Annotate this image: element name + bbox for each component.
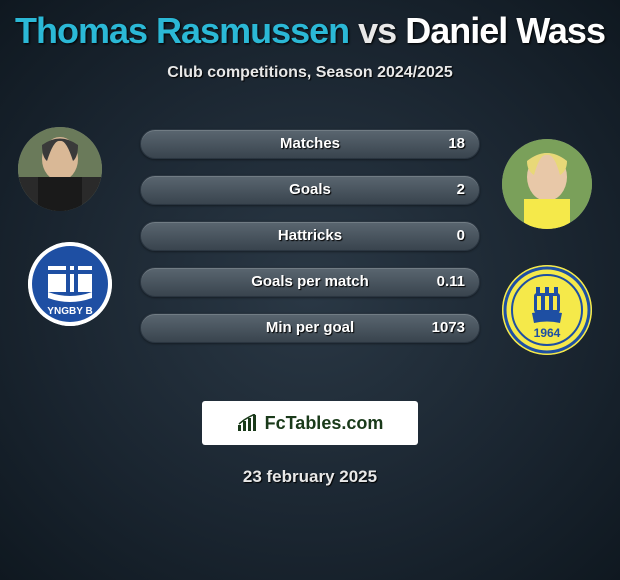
stat-label: Min per goal — [141, 314, 479, 342]
brand-box[interactable]: FcTables.com — [202, 401, 418, 445]
stat-label: Hattricks — [141, 222, 479, 250]
player2-avatar — [502, 139, 592, 229]
stat-value: 18 — [448, 130, 465, 158]
svg-text:YNGBY B: YNGBY B — [47, 306, 92, 317]
stat-row-matches: Matches 18 — [140, 129, 480, 159]
stat-value: 2 — [457, 176, 465, 204]
player1-avatar — [18, 127, 102, 211]
subtitle: Club competitions, Season 2024/2025 — [0, 64, 620, 82]
brand-chart-icon — [237, 414, 259, 432]
comparison-title: Thomas Rasmussen vs Daniel Wass — [0, 0, 620, 52]
stat-label: Matches — [141, 130, 479, 158]
player1-club-badge: YNGBY B — [28, 242, 112, 326]
stat-value: 0.11 — [437, 268, 465, 296]
stat-row-goals: Goals 2 — [140, 175, 480, 205]
content-area: YNGBY B 1964 Matches 18 Goals 2 H — [0, 117, 620, 377]
vs-text: vs — [358, 10, 396, 51]
date-text: 23 february 2025 — [0, 467, 620, 487]
stat-value: 1073 — [432, 314, 465, 342]
club-year: 1964 — [534, 326, 561, 340]
lyngby-badge-svg: YNGBY B — [28, 242, 112, 326]
stat-label: Goals per match — [141, 268, 479, 296]
brondby-badge-svg: 1964 — [502, 265, 592, 355]
player1-name: Thomas Rasmussen — [15, 10, 349, 51]
player2-club-badge: 1964 — [502, 265, 592, 355]
player1-avatar-svg — [18, 127, 102, 211]
brand-text: FcTables.com — [265, 413, 384, 434]
player2-name: Daniel Wass — [405, 10, 605, 51]
stat-row-min-per-goal: Min per goal 1073 — [140, 313, 480, 343]
stat-label: Goals — [141, 176, 479, 204]
stats-list: Matches 18 Goals 2 Hattricks 0 Goals per… — [140, 129, 480, 359]
stat-row-goals-per-match: Goals per match 0.11 — [140, 267, 480, 297]
player2-avatar-svg — [502, 139, 592, 229]
stat-row-hattricks: Hattricks 0 — [140, 221, 480, 251]
stat-value: 0 — [457, 222, 465, 250]
